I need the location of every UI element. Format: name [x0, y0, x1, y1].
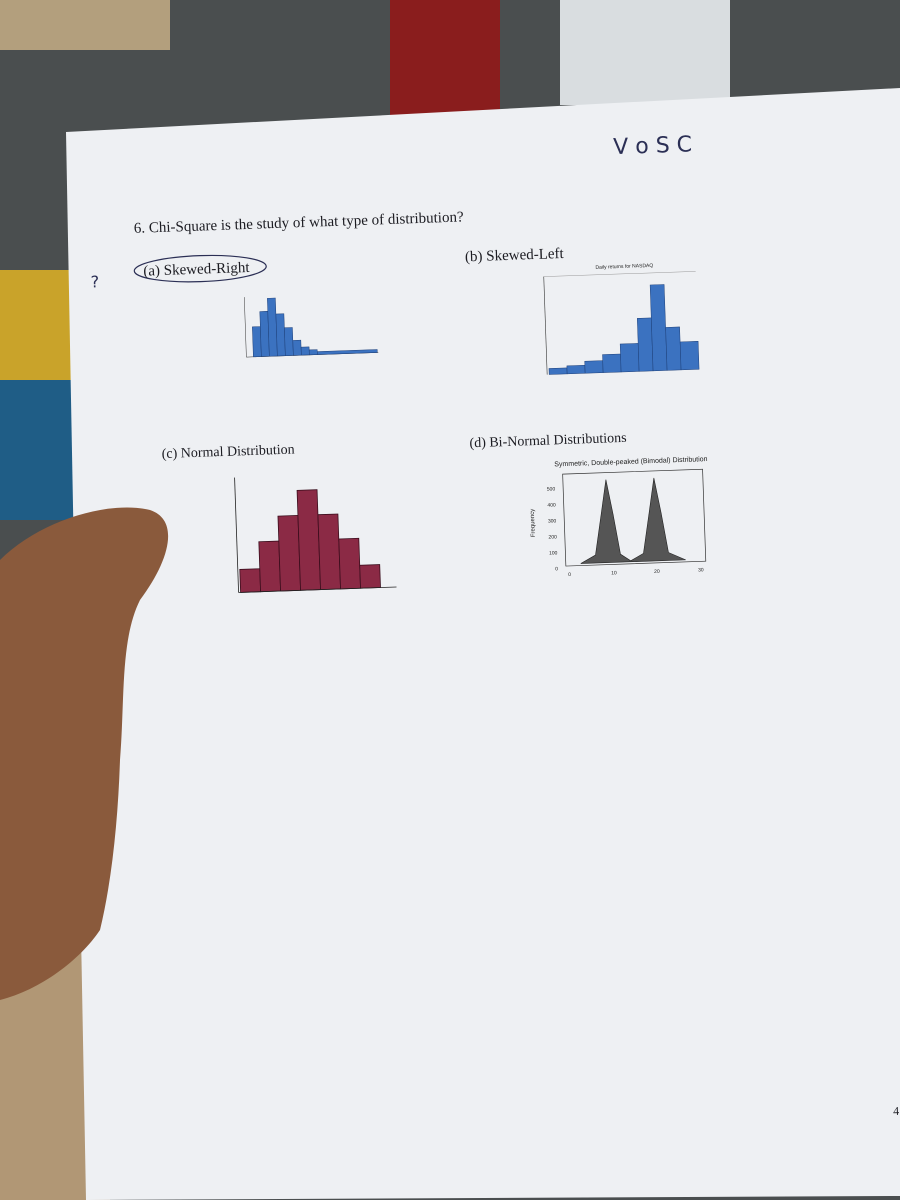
option: (d) Bi-Normal Distributions [469, 431, 627, 451]
tick-label: 0 [555, 566, 558, 572]
option: (b) Skewed-Left [465, 246, 565, 265]
hand [0, 507, 169, 1000]
handwriting: V o S C [613, 132, 693, 160]
background-object [560, 0, 730, 105]
tick-label: 20 [654, 569, 660, 575]
circle-mark [133, 254, 267, 283]
chart-title: Daily returns for NASDAQ [595, 263, 653, 271]
tick-label: 500 [547, 486, 556, 492]
tick-label: 200 [548, 534, 557, 540]
tick-label: 400 [547, 502, 556, 508]
handwriting: ? [90, 272, 99, 291]
background-object [0, 0, 170, 50]
tick-label: 10 [611, 570, 617, 576]
figure-b: Daily returns for NASDAQ [543, 263, 700, 375]
tick-label: 30 [698, 567, 704, 573]
page-number: 4 [893, 1104, 899, 1118]
tick-label: 0 [568, 572, 571, 578]
worksheet: V o S C ? 6. Chi-Square is the study of … [90, 132, 899, 1118]
tick-label: 300 [548, 518, 557, 524]
axis-label: Frequency [530, 509, 537, 538]
figure-c [234, 477, 397, 593]
figure-a [244, 297, 379, 358]
background-object [390, 0, 500, 115]
tick-label: 100 [549, 550, 558, 556]
option: (a) Skewed-Right [143, 260, 251, 280]
option: (c) Normal Distribution [161, 442, 294, 462]
